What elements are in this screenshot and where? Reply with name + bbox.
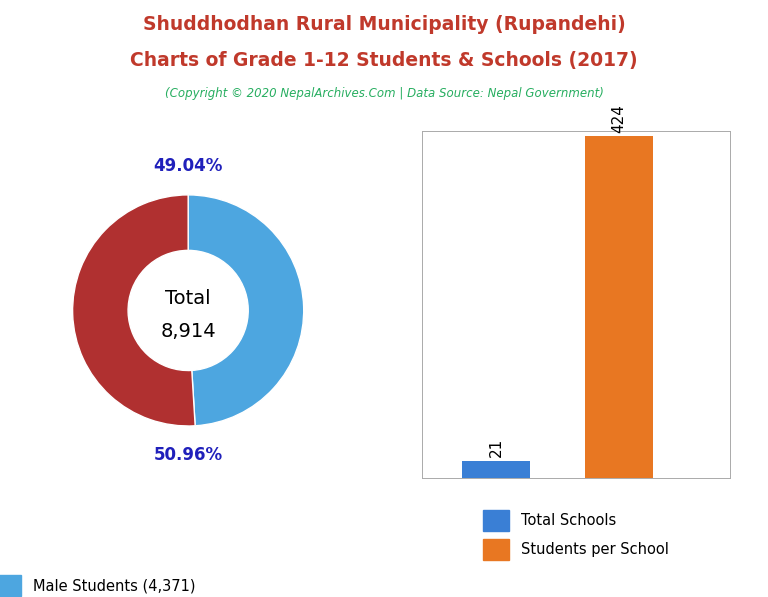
Wedge shape: [188, 195, 303, 426]
Text: 50.96%: 50.96%: [154, 446, 223, 464]
Text: 49.04%: 49.04%: [154, 157, 223, 175]
Text: Shuddhodhan Rural Municipality (Rupandehi): Shuddhodhan Rural Municipality (Rupandeh…: [143, 15, 625, 34]
Text: Charts of Grade 1-12 Students & Schools (2017): Charts of Grade 1-12 Students & Schools …: [131, 51, 637, 70]
Bar: [462, 461, 530, 478]
Text: 21: 21: [488, 438, 504, 457]
Legend: Total Schools, Students per School: Total Schools, Students per School: [476, 503, 676, 567]
Legend: Male Students (4,371), Female Students (4,543): Male Students (4,371), Female Students (…: [0, 568, 220, 597]
Text: 424: 424: [611, 104, 627, 133]
Bar: [585, 136, 653, 478]
Text: 8,914: 8,914: [161, 322, 216, 341]
Wedge shape: [73, 195, 195, 426]
Text: Total: Total: [165, 290, 211, 309]
Text: (Copyright © 2020 NepalArchives.Com | Data Source: Nepal Government): (Copyright © 2020 NepalArchives.Com | Da…: [164, 87, 604, 100]
